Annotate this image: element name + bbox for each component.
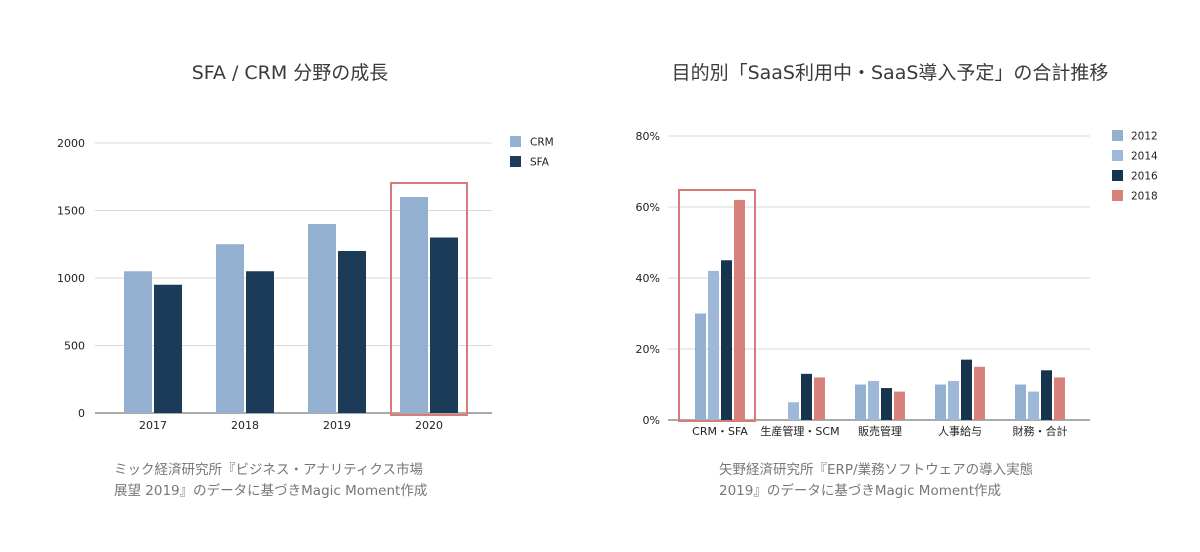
bar-2018-3	[974, 366, 985, 420]
x-tick-label: CRM・SFA	[692, 425, 748, 438]
chart-title-left: SFA / CRM 分野の成長	[191, 62, 389, 84]
y-tick-label: 1500	[57, 205, 85, 218]
y-tick-label: 0%	[643, 414, 660, 427]
bar-2012-0	[695, 313, 706, 420]
bar-2012-2	[855, 384, 866, 420]
legend-label: CRM	[530, 137, 554, 149]
x-tick-label: 生産管理・SCM	[760, 424, 839, 438]
legend-label: 2012	[1131, 131, 1158, 143]
y-tick-label: 0	[78, 407, 85, 420]
bar-2016-0	[721, 260, 732, 420]
legend-swatch	[510, 156, 521, 167]
legend-label: 2018	[1131, 191, 1158, 203]
bar-2012-3	[935, 384, 946, 420]
y-tick-label: 60%	[636, 201, 660, 214]
bar-2014-0	[708, 270, 719, 420]
x-tick-label: 財務・合計	[1013, 424, 1068, 438]
legend-swatch	[1112, 130, 1123, 141]
bar-crm-2017	[124, 271, 152, 413]
y-tick-label: 1000	[57, 272, 85, 285]
highlight-box	[390, 182, 468, 416]
y-tick-label: 20%	[636, 343, 660, 356]
legend-swatch	[1112, 170, 1123, 181]
x-tick-label: 2019	[323, 419, 351, 432]
legend-swatch	[1112, 150, 1123, 161]
y-tick-label: 2000	[57, 137, 85, 150]
legend-swatch	[510, 136, 521, 147]
source-note-left: ミック経済研究所『ビジネス・アナリティクス市場展望 2019』のデータに基づきM…	[114, 462, 428, 499]
bar-sfa-2018	[246, 271, 274, 413]
bar-2014-3	[948, 380, 959, 420]
bar-2018-1	[814, 377, 825, 420]
bar-2014-4	[1028, 391, 1039, 420]
bar-sfa-2017	[154, 284, 182, 413]
bar-2018-2	[894, 391, 905, 420]
bar-crm-2020	[400, 197, 428, 413]
legend-label: SFA	[530, 157, 550, 169]
y-tick-label: 80%	[636, 130, 660, 143]
bar-2016-4	[1041, 370, 1052, 420]
legend-swatch	[1112, 190, 1123, 201]
legend-label: 2016	[1131, 171, 1158, 183]
bar-crm-2019	[308, 224, 336, 413]
chart-title-right: 目的別「SaaS利用中・SaaS導入予定」の合計推移	[671, 62, 1109, 84]
bar-sfa-2019	[338, 251, 366, 413]
bar-2012-4	[1015, 384, 1026, 420]
bar-2016-2	[881, 388, 892, 420]
y-tick-label: 500	[64, 340, 85, 353]
x-tick-label: 人事給与	[938, 424, 982, 438]
bar-2016-1	[801, 373, 812, 420]
bar-2016-3	[961, 359, 972, 420]
x-tick-label: 2017	[139, 419, 167, 432]
legend-label: 2014	[1131, 151, 1158, 163]
bar-2018-4	[1054, 377, 1065, 420]
bar-2018-0	[734, 199, 745, 420]
x-tick-label: 2018	[231, 419, 259, 432]
y-tick-label: 40%	[636, 272, 660, 285]
x-tick-label: 2020	[415, 419, 443, 432]
bar-crm-2018	[216, 244, 244, 413]
highlight-box	[678, 189, 756, 422]
bar-2014-2	[868, 380, 879, 420]
x-tick-label: 販売管理	[858, 424, 902, 438]
source-note-right: 矢野経済研究所『ERP/業務ソフトウェアの導入実態 2019』のデータに基づきM…	[719, 462, 1034, 499]
bar-sfa-2020	[430, 237, 458, 413]
bar-2014-1	[788, 402, 799, 420]
